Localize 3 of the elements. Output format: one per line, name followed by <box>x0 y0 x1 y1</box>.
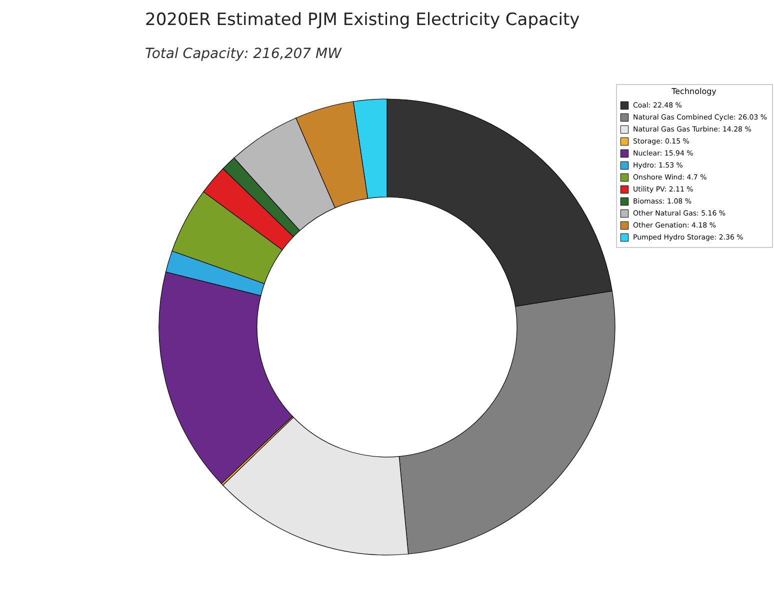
legend-title: Technology <box>670 87 717 96</box>
chart-title: 2020ER Estimated PJM Existing Electricity Capacity <box>145 10 580 30</box>
chart-subtitle: Total Capacity: 216,207 MW <box>145 46 343 62</box>
